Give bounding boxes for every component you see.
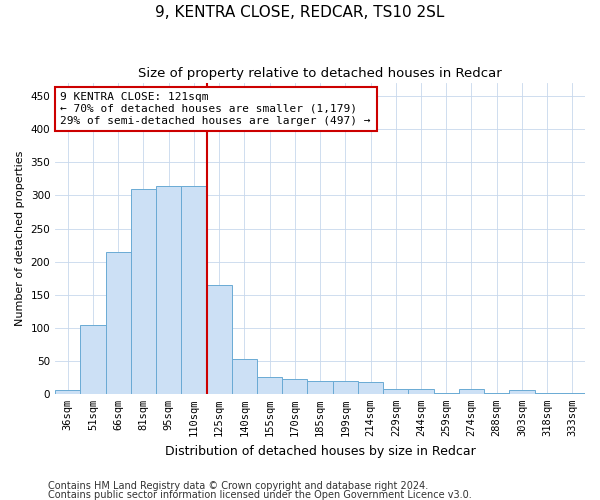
Bar [358, 382, 383, 394]
Text: 9, KENTRA CLOSE, REDCAR, TS10 2SL: 9, KENTRA CLOSE, REDCAR, TS10 2SL [155, 5, 445, 20]
Bar [434, 393, 459, 394]
Bar [55, 390, 80, 394]
Bar [409, 389, 434, 394]
Bar [459, 389, 484, 394]
Text: Contains public sector information licensed under the Open Government Licence v3: Contains public sector information licen… [48, 490, 472, 500]
Bar [131, 189, 156, 394]
Bar [509, 390, 535, 394]
Bar [232, 360, 257, 394]
Bar [332, 381, 358, 394]
Bar [560, 393, 585, 394]
Title: Size of property relative to detached houses in Redcar: Size of property relative to detached ho… [138, 68, 502, 80]
X-axis label: Distribution of detached houses by size in Redcar: Distribution of detached houses by size … [165, 444, 475, 458]
Bar [282, 380, 307, 394]
Bar [484, 393, 509, 394]
Text: Contains HM Land Registry data © Crown copyright and database right 2024.: Contains HM Land Registry data © Crown c… [48, 481, 428, 491]
Bar [257, 378, 282, 394]
Bar [307, 381, 332, 394]
Bar [206, 284, 232, 394]
Bar [156, 186, 181, 394]
Bar [181, 186, 206, 394]
Text: 9 KENTRA CLOSE: 121sqm
← 70% of detached houses are smaller (1,179)
29% of semi-: 9 KENTRA CLOSE: 121sqm ← 70% of detached… [61, 92, 371, 126]
Bar [535, 393, 560, 394]
Bar [383, 389, 409, 394]
Bar [80, 325, 106, 394]
Bar [106, 252, 131, 394]
Y-axis label: Number of detached properties: Number of detached properties [15, 150, 25, 326]
